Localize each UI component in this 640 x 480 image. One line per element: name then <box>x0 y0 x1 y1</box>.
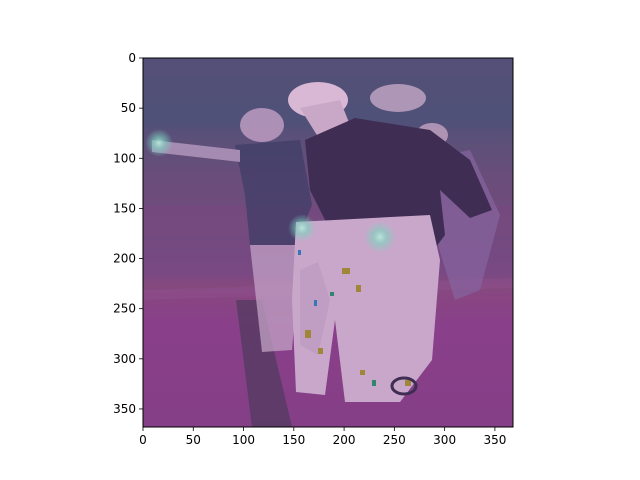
y-axis: 0 50 100 150 200 250 300 350 <box>113 51 143 416</box>
x-tick-label: 250 <box>383 433 406 447</box>
y-tick-label: 300 <box>113 352 136 366</box>
y-tick-label: 350 <box>113 402 136 416</box>
main-athlete <box>288 82 492 402</box>
x-tick-label: 50 <box>186 433 201 447</box>
hotspot-left <box>145 129 173 157</box>
y-tick-label: 200 <box>113 252 136 266</box>
photo-heatmap <box>143 58 513 427</box>
y-tick-label: 0 <box>128 51 136 65</box>
hotspot-center <box>288 214 316 242</box>
x-tick-label: 100 <box>232 433 255 447</box>
y-tick-label: 150 <box>113 201 136 215</box>
x-tick-label: 350 <box>483 433 506 447</box>
x-tick-label: 0 <box>139 433 147 447</box>
hotspot-right <box>364 221 396 253</box>
x-tick-label: 300 <box>433 433 456 447</box>
y-tick-label: 50 <box>121 101 136 115</box>
x-axis: 0 50 100 150 200 250 300 350 <box>139 427 506 447</box>
x-tick-label: 150 <box>282 433 305 447</box>
y-tick-label: 250 <box>113 302 136 316</box>
y-tick-label: 100 <box>113 151 136 165</box>
axes-frame <box>142 57 514 428</box>
x-tick-label: 200 <box>333 433 356 447</box>
